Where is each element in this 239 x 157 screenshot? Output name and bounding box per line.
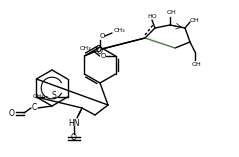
Text: O: O (9, 108, 15, 117)
Text: -: - (45, 92, 48, 101)
Text: O: O (97, 46, 102, 56)
Text: OH: OH (190, 17, 200, 22)
Text: S: S (51, 92, 56, 100)
Text: CH₃: CH₃ (80, 46, 92, 51)
Text: O: O (71, 133, 77, 143)
Text: O: O (95, 44, 101, 54)
Text: CH₃: CH₃ (33, 95, 44, 100)
Text: OH: OH (167, 11, 177, 16)
Text: CH₃: CH₃ (114, 29, 126, 33)
Text: HN: HN (68, 119, 80, 127)
Text: OH: OH (192, 62, 202, 67)
Text: O: O (101, 53, 106, 59)
Text: O: O (95, 44, 101, 54)
Text: HO: HO (147, 14, 157, 19)
Text: O: O (99, 33, 105, 39)
Text: C: C (31, 103, 37, 113)
